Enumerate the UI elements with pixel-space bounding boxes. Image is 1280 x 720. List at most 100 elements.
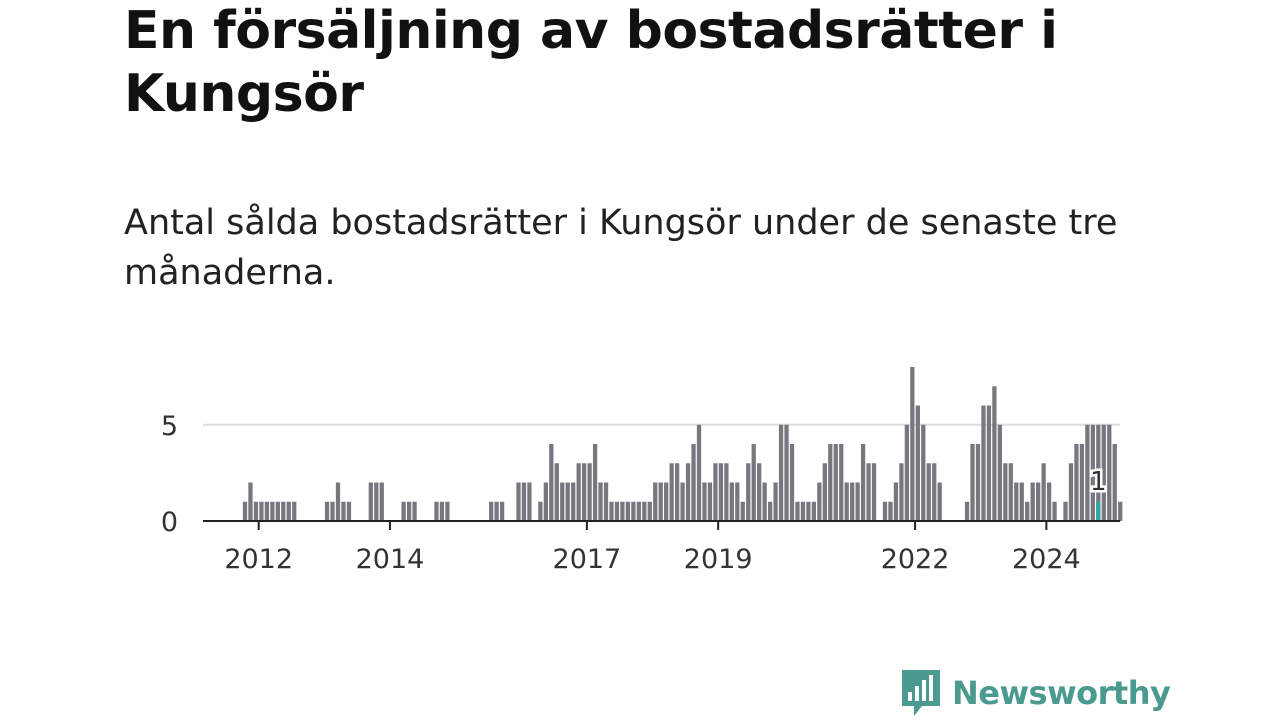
bar [259,501,264,521]
bar [784,424,789,521]
bar [762,482,767,521]
bar [527,482,532,521]
bar [324,501,330,521]
bar [1101,424,1106,521]
bar [811,501,817,521]
bar [932,463,937,521]
bar [1036,482,1041,521]
bar [926,463,931,521]
bar [893,482,899,521]
bar [817,482,822,521]
bar [330,501,335,521]
bar [746,463,751,521]
bar [582,463,587,521]
bar [1008,463,1013,521]
bar [685,463,691,521]
bar [560,482,565,521]
bar [275,501,280,521]
bar [664,482,669,521]
bar [986,405,992,521]
bar [795,501,800,521]
x-tick-label: 2019 [684,544,753,575]
bar [636,501,641,521]
bar [800,501,806,521]
bar [1063,501,1068,521]
bar [915,405,920,521]
bar [341,501,346,521]
bar [702,482,707,521]
bar [828,444,833,521]
bars [242,367,1123,521]
y-tick-label: 0 [161,507,178,538]
bar [981,405,986,521]
bar [1085,424,1090,521]
bar [445,501,450,521]
bar [975,444,981,521]
bar [822,463,827,521]
bar [992,386,997,521]
bar [757,463,762,521]
bar [598,482,603,521]
newsworthy-logo-icon [902,670,940,716]
bar [587,463,592,521]
bar [565,482,570,521]
bar [406,501,412,521]
bar [379,482,384,521]
bar [1052,501,1057,521]
bar [740,501,745,521]
bar [647,501,652,521]
bar [538,501,543,521]
bar [1003,463,1008,521]
bar [592,444,598,521]
bar [270,501,275,521]
bar [970,444,975,521]
bar [680,482,685,521]
bar [1030,482,1035,521]
bar [253,501,259,521]
bar [1068,463,1074,521]
bar [653,482,658,521]
bar [713,463,718,521]
bar [767,501,773,521]
bar [631,501,636,521]
highlight-value-label: 1 [1090,467,1107,497]
bar [401,501,406,521]
bar [839,444,844,521]
bar [937,482,942,521]
bar [724,463,729,521]
bar [860,444,866,521]
bar [554,463,559,521]
bar [1118,501,1123,521]
brand-name: Newsworthy [952,674,1171,712]
bar [696,424,702,521]
bar [899,463,904,521]
bar [789,444,795,521]
bar [669,463,674,521]
bar [855,482,860,521]
bar [292,501,297,521]
bar [571,482,576,521]
bar [735,482,740,521]
bar [910,367,915,521]
bar [1096,424,1101,521]
bar [521,482,527,521]
bar [620,501,625,521]
bar [281,501,286,521]
bar [871,463,877,521]
bar [489,501,494,521]
bar [614,501,620,521]
bar [691,444,696,521]
bar [964,501,970,521]
bar [833,444,838,521]
bar [1090,424,1095,521]
bar [888,501,893,521]
bar [997,424,1002,521]
bar [904,424,910,521]
x-tick-label: 2024 [1012,544,1081,575]
x-tick-label: 2014 [356,544,425,575]
bar [242,501,248,521]
bar [434,501,439,521]
bar [335,482,341,521]
bar [494,501,499,521]
bar [499,501,505,521]
